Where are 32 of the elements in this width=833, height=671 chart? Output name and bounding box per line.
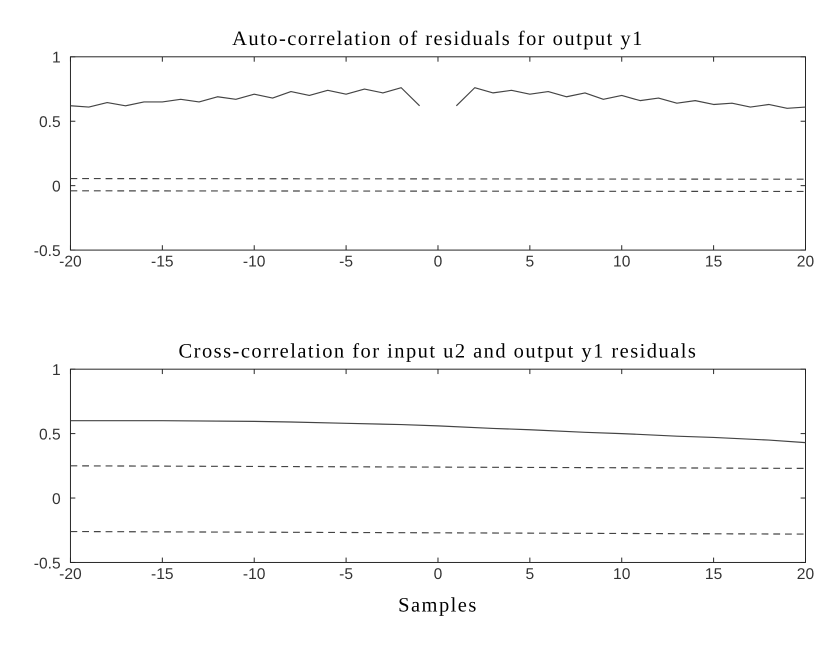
x-tick-label: -20 — [59, 566, 82, 584]
x-tick-label: 5 — [526, 566, 535, 584]
x-tick-label: -20 — [59, 254, 82, 271]
line-series — [456, 87, 806, 109]
y-tick-label: 0 — [52, 490, 62, 508]
y-tick-label: 0 — [52, 178, 62, 196]
x-tick-label: 10 — [613, 566, 631, 584]
x-tick-label: 20 — [796, 254, 814, 271]
x-axis-title: Samples — [398, 594, 478, 616]
x-tick-label: 10 — [613, 254, 631, 271]
x-tick-label: 15 — [704, 254, 723, 271]
x-tick-label: -5 — [339, 566, 354, 584]
x-tick-label: -15 — [151, 566, 174, 584]
line-series — [70, 420, 806, 444]
x-tick-label: 5 — [526, 254, 535, 271]
y-tick-label: 0.5 — [38, 426, 62, 444]
y-tick-label: 1 — [52, 362, 61, 380]
y-tick-label: -0.5 — [34, 242, 61, 260]
chart-title: Auto-correlation of residuals for output y1 — [232, 28, 644, 50]
x-tick-label: 0 — [434, 566, 443, 584]
x-tick-label: 0 — [434, 254, 443, 271]
x-tick-label: -15 — [151, 254, 174, 271]
chart-title: Cross-correlation for input u2 and output y1 residuals — [178, 340, 698, 362]
x-tick-label: -10 — [242, 566, 266, 584]
y-tick-label: 0.5 — [38, 114, 62, 132]
x-tick-label: 15 — [704, 566, 723, 584]
x-tick-label: 20 — [796, 566, 814, 584]
x-tick-label: -5 — [339, 254, 354, 271]
y-tick-label: 1 — [52, 50, 61, 67]
line-series — [70, 87, 420, 108]
x-tick-label: -10 — [242, 254, 266, 271]
y-tick-label: -0.5 — [34, 555, 61, 572]
